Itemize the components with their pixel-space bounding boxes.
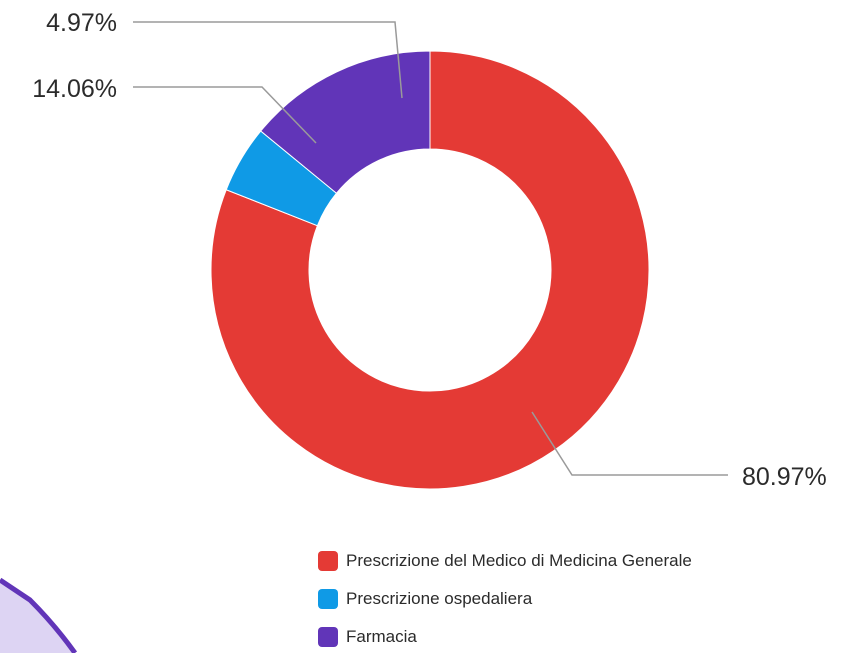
leader-line-farmacia	[133, 86, 317, 144]
leader-line-ospedaliera	[133, 21, 403, 99]
legend-item-mmg[interactable]: Prescrizione del Medico di Medicina Gene…	[318, 550, 692, 572]
legend-swatch-ospedaliera	[318, 589, 338, 609]
legend-swatch-mmg	[318, 551, 338, 571]
value-label-farmacia: 14.06%	[32, 75, 117, 103]
legend-item-farmacia[interactable]: Farmacia	[318, 626, 692, 648]
legend-label-mmg: Prescrizione del Medico di Medicina Gene…	[346, 551, 692, 570]
legend-swatch-farmacia	[318, 627, 338, 647]
slice-farmacia[interactable]	[260, 50, 431, 194]
legend-label-ospedaliera: Prescrizione ospedaliera	[346, 589, 533, 608]
legend-item-ospedaliera[interactable]: Prescrizione ospedaliera	[318, 588, 692, 610]
value-label-mmg: 80.97%	[742, 463, 827, 491]
value-label-ospedaliera: 4.97%	[46, 9, 117, 37]
legend-label-farmacia: Farmacia	[346, 627, 417, 646]
chart-legend: Prescrizione del Medico di Medicina Gene…	[318, 550, 692, 664]
slice-mmg[interactable]	[210, 50, 650, 490]
donut-slices	[210, 50, 650, 490]
corner-decoration	[0, 577, 78, 653]
leader-line-mmg	[531, 411, 728, 476]
